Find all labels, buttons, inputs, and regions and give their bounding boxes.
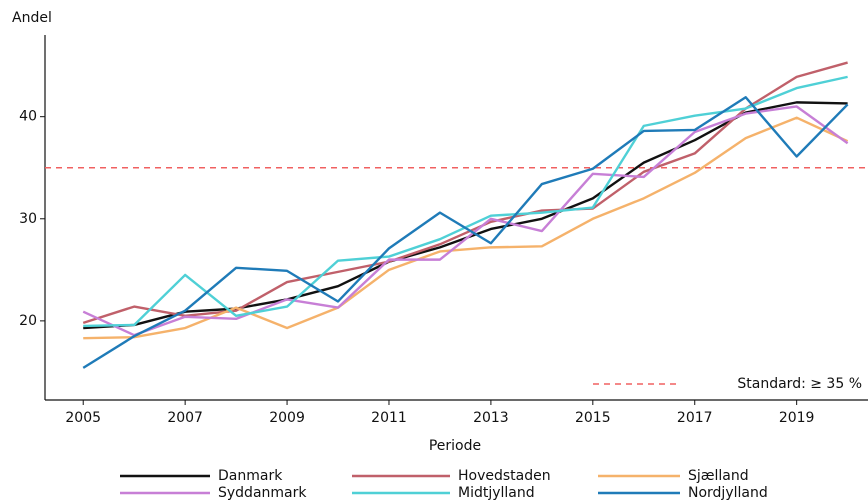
x-tick-label: 2007 xyxy=(167,410,203,426)
series-line xyxy=(82,105,849,337)
x-tick-label: 2011 xyxy=(371,410,407,426)
x-tick-label: 2017 xyxy=(677,410,713,426)
legend-label: Danmark xyxy=(218,468,283,484)
legend-label: Midtjylland xyxy=(458,485,535,501)
legend-label: Syddanmark xyxy=(218,485,307,501)
x-tick-label: 2009 xyxy=(269,410,305,426)
series-line xyxy=(83,75,848,328)
legend-label: Sjælland xyxy=(688,468,749,484)
x-tick-label: 2019 xyxy=(779,410,815,426)
y-tick-label: 20 xyxy=(19,313,37,329)
x-tick-label: 2013 xyxy=(473,410,509,426)
x-tick-label: 2005 xyxy=(65,410,101,426)
y-axis-label: Andel xyxy=(12,10,52,26)
y-tick-label: 40 xyxy=(19,109,37,125)
legend-label: Nordjylland xyxy=(688,485,768,501)
reference-label: Standard: ≥ 35 % xyxy=(737,376,862,392)
series-line xyxy=(83,101,848,330)
x-tick-label: 2015 xyxy=(575,410,611,426)
x-axis-label: Periode xyxy=(429,438,481,454)
legend-label: Hovedstaden xyxy=(458,468,551,484)
series-line xyxy=(82,96,849,369)
series-line xyxy=(82,61,848,325)
y-tick-label: 30 xyxy=(19,211,37,227)
